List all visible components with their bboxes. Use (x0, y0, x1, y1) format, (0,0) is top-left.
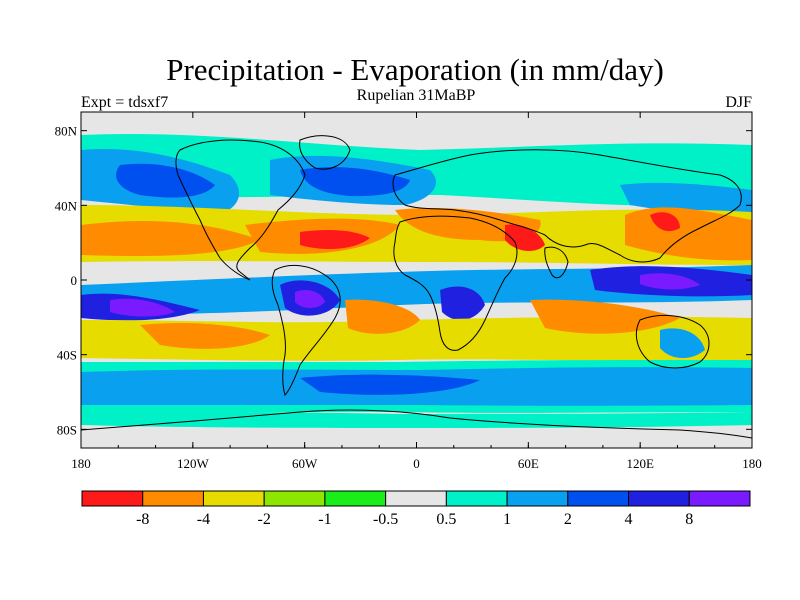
greenland-outline (299, 135, 351, 170)
colorbar-label: 0.5 (436, 511, 456, 528)
latitude-axis: 80N 40N 0 40S 80S (55, 124, 752, 437)
x-tick-label: 0 (413, 456, 420, 471)
coastlines (81, 135, 752, 439)
y-tick-label: 40S (57, 348, 77, 363)
north-atlantic-core (300, 167, 410, 197)
precip-evap-field (81, 112, 752, 448)
north-subtropic-dry (81, 205, 752, 265)
x-tick-label: 120E (626, 456, 654, 471)
pacific-core-violet (110, 298, 175, 317)
india-outline (544, 246, 569, 279)
colorbar-swatch (688, 490, 751, 507)
eurasia-outline (392, 149, 742, 263)
amazon-core (295, 290, 325, 308)
north-pacific-core (116, 163, 215, 198)
antarctic-margin (81, 410, 752, 428)
colorbar-swatch (567, 490, 630, 507)
map-title: Precipitation - Evaporation (in mm/day) (166, 52, 664, 87)
y-tick-label: 0 (71, 273, 78, 288)
y-tick-label: 80S (57, 422, 77, 437)
antarctica-outline (81, 409, 752, 439)
south-pacific-dry (140, 323, 270, 349)
west-pacific-wet (620, 182, 752, 215)
colorbar-swatch (263, 490, 326, 507)
colorbar-swatch (142, 490, 204, 507)
south-atlantic-dry (345, 299, 420, 334)
africa-outline (393, 215, 518, 351)
north-pacific-dry (81, 220, 260, 257)
colorbar-swatch (506, 490, 569, 507)
season-label: DJF (725, 94, 752, 111)
map-subtitle: Rupelian 31MaBP (356, 87, 476, 104)
y-tick-label: 80N (55, 124, 78, 139)
congo-wet (440, 286, 485, 321)
experiment-label: Expt = tdsxf7 (81, 94, 169, 111)
colorbar-swatch (385, 490, 447, 507)
southern-ocean-core (300, 374, 480, 395)
south-america-outline (271, 264, 341, 396)
colorbar-label: 8 (685, 511, 693, 528)
colorbar-label: 4 (625, 511, 633, 528)
australia-outline (635, 315, 710, 369)
colorbar-swatch (81, 490, 144, 507)
colorbar-swatch (324, 490, 387, 507)
itcz-wet (81, 265, 752, 315)
x-tick-label: 60E (518, 456, 539, 471)
colorbar-swatch (628, 490, 690, 507)
arabia-dry (505, 224, 545, 252)
longitude-axis: 180 120W 60W 0 60E 120E 180 (71, 112, 762, 471)
x-tick-label: 120W (177, 456, 210, 471)
north-america-outline (175, 139, 306, 281)
colorbar-label: -0.5 (373, 511, 398, 528)
colorbar-label: -1 (318, 511, 331, 528)
colorbar-label: -4 (197, 511, 210, 528)
y-tick-label: 40N (55, 198, 78, 213)
west-pacific-dry-core (650, 212, 680, 232)
north-atlantic-dry-core (300, 230, 370, 250)
x-tick-label: 60W (292, 456, 318, 471)
australia-wet (660, 328, 705, 359)
colorbar-label: 1 (503, 511, 511, 528)
x-tick-label: 180 (742, 456, 762, 471)
colorbar-swatch (445, 490, 508, 507)
maritime-core-violet (640, 273, 700, 290)
south-indian-dry (530, 299, 680, 334)
colorbar-label: -8 (136, 511, 149, 528)
x-tick-label: 180 (71, 456, 91, 471)
colorbar: -8 -4 -2 -1 -0.5 0.5 1 2 4 8 (81, 490, 751, 528)
colorbar-label: -2 (258, 511, 271, 528)
colorbar-swatch (202, 490, 265, 507)
colorbar-label: 2 (564, 511, 572, 528)
